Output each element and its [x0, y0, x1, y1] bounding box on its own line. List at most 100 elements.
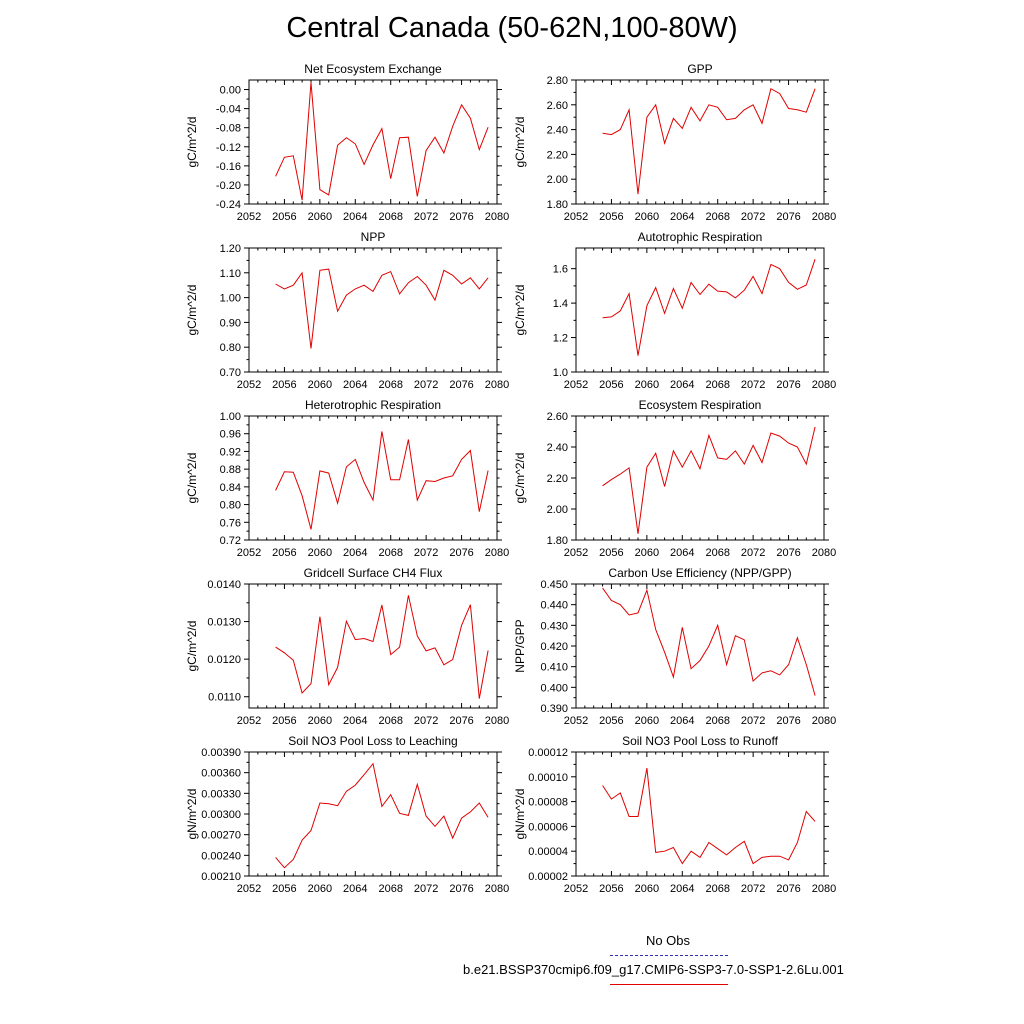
y-tick-label: 0.390 [540, 703, 568, 715]
y-tick-label: 0.80 [220, 500, 241, 512]
x-tick-label: 2072 [741, 547, 765, 559]
y-tick-label: 0.0140 [207, 579, 241, 591]
y-tick-label: 0.440 [540, 600, 568, 612]
series-line [602, 768, 816, 865]
y-tick-label: 0.410 [540, 662, 568, 674]
x-tick-label: 2052 [237, 379, 261, 391]
series-line [275, 268, 489, 349]
y-tick-label: 1.00 [220, 293, 241, 305]
y-tick-label: 0.00002 [528, 871, 568, 883]
y-tick-label: 0.76 [220, 517, 241, 529]
y-tick-label: 0.0120 [207, 654, 241, 666]
x-tick-label: 2080 [812, 379, 836, 391]
x-tick-label: 2068 [378, 379, 402, 391]
panel-9: Soil NO3 Pool Loss to Runoff gN/m^2/d 2052… [513, 734, 836, 895]
y-tick-label: 0.90 [220, 317, 241, 329]
y-tick-label: -0.04 [216, 104, 241, 116]
y-tick-label: 0.88 [220, 464, 241, 476]
panel-7: Carbon Use Efficiency (NPP/GPP) NPP/GPP 20… [513, 566, 836, 727]
x-tick-label: 2072 [414, 715, 438, 727]
y-tick-label: 1.00 [220, 411, 241, 423]
x-tick-label: 2072 [414, 211, 438, 223]
y-tick-label: 0.84 [220, 482, 241, 494]
panel-title: Net Ecosystem Exchange [304, 62, 442, 76]
x-tick-label: 2056 [599, 547, 623, 559]
x-tick-label: 2080 [812, 547, 836, 559]
x-tick-label: 2068 [705, 211, 729, 223]
y-tick-label: 0.420 [540, 641, 568, 653]
y-tick-label: 1.20 [220, 243, 241, 255]
x-tick-label: 2068 [705, 379, 729, 391]
y-tick-label: -0.08 [216, 123, 241, 135]
x-tick-label: 2056 [599, 379, 623, 391]
panel-title: Autotrophic Respiration [638, 230, 763, 244]
series-line [602, 426, 816, 534]
x-tick-label: 2052 [564, 211, 588, 223]
x-tick-label: 2064 [670, 211, 694, 223]
x-tick-label: 2060 [308, 547, 332, 559]
y-tick-label: 0.00210 [201, 871, 241, 883]
x-tick-label: 2052 [237, 883, 261, 895]
y-tick-label: -0.20 [216, 180, 241, 192]
x-tick-label: 2076 [449, 379, 473, 391]
panel-title: Ecosystem Respiration [639, 398, 762, 412]
panel-title: Heterotrophic Respiration [305, 398, 441, 412]
y-tick-label: 0.00390 [201, 747, 241, 759]
y-tick-label: 0.400 [540, 682, 568, 694]
plot-frame [248, 583, 498, 709]
x-tick-label: 2056 [272, 379, 296, 391]
panel-title: Gridcell Surface CH4 Flux [304, 566, 443, 580]
y-tick-label: 0.72 [220, 535, 241, 547]
page-title: Central Canada (50-62N,100-80W) [286, 12, 738, 44]
x-tick-label: 2080 [812, 211, 836, 223]
y-tick-label: 2.00 [547, 174, 568, 186]
x-tick-label: 2080 [812, 715, 836, 727]
x-tick-label: 2076 [776, 379, 800, 391]
plot-frame [575, 79, 825, 205]
y-tick-label: 0.00004 [528, 846, 568, 858]
x-tick-label: 2056 [599, 211, 623, 223]
y-axis-label: gC/m^2/d [513, 285, 527, 336]
y-tick-label: 1.0 [553, 367, 568, 379]
legend-obs-line [610, 955, 728, 956]
x-tick-label: 2052 [564, 715, 588, 727]
y-tick-label: 0.80 [220, 342, 241, 354]
plot-frame [575, 583, 825, 709]
x-tick-label: 2076 [449, 715, 473, 727]
x-tick-label: 2064 [343, 379, 367, 391]
y-tick-label: 2.80 [547, 75, 568, 87]
y-tick-label: 0.00008 [528, 797, 568, 809]
plot-frame [575, 247, 825, 373]
x-tick-label: 2068 [378, 547, 402, 559]
panel-3: Autotrophic Respiration gC/m^2/d 2052 2056 2… [513, 230, 836, 391]
x-tick-label: 2060 [635, 883, 659, 895]
y-tick-label: 0.00300 [201, 809, 241, 821]
x-tick-label: 2072 [741, 211, 765, 223]
x-tick-label: 2080 [485, 883, 509, 895]
y-tick-label: 0.430 [540, 620, 568, 632]
x-tick-label: 2076 [449, 211, 473, 223]
y-tick-label: 1.80 [547, 535, 568, 547]
y-axis-label: gN/m^2/d [513, 789, 527, 840]
plot-frame [248, 751, 498, 877]
y-tick-label: 0.0130 [207, 617, 241, 629]
x-tick-label: 2060 [635, 715, 659, 727]
y-axis-label: NPP/GPP [513, 619, 527, 672]
y-tick-label: 2.60 [547, 100, 568, 112]
y-tick-label: 0.00360 [201, 768, 241, 780]
legend-run-line [610, 984, 728, 985]
x-tick-label: 2060 [635, 379, 659, 391]
y-tick-label: 0.00 [220, 85, 241, 97]
panel-2: NPP gC/m^2/d 2052 2056 2060 2064 2068 2072 2076 2… [185, 230, 509, 391]
y-axis-label: gC/m^2/d [185, 621, 199, 672]
x-tick-label: 2060 [308, 715, 332, 727]
series-line [275, 431, 489, 530]
x-tick-label: 2052 [237, 547, 261, 559]
y-tick-label: -0.12 [216, 142, 241, 154]
panel-0: Net Ecosystem Exchange gC/m^2/d 2052 2056 20… [185, 62, 509, 223]
x-tick-label: 2076 [776, 883, 800, 895]
y-tick-label: 1.6 [553, 264, 568, 276]
x-tick-label: 2056 [272, 547, 296, 559]
y-tick-label: 1.80 [547, 199, 568, 211]
